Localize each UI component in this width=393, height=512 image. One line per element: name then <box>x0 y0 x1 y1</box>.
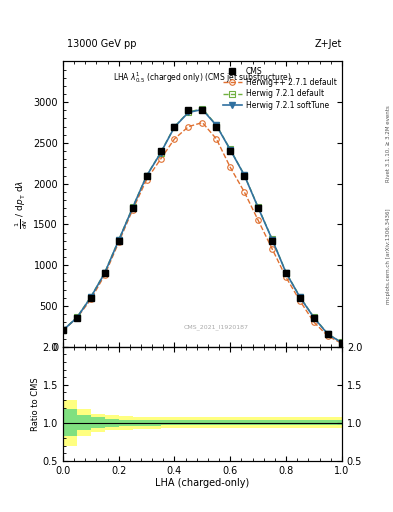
Herwig 7.2.1 default <box>102 269 107 275</box>
Herwig 7.2.1 softTune <box>284 270 288 276</box>
Herwig 7.2.1 default <box>284 269 288 275</box>
CMS <box>340 339 344 346</box>
Herwig 7.2.1 default <box>242 172 247 178</box>
Herwig++ 2.7.1 default <box>158 156 163 162</box>
Herwig 7.2.1 softTune <box>326 331 331 337</box>
CMS <box>130 205 135 211</box>
Herwig++ 2.7.1 default <box>312 319 316 325</box>
Herwig 7.2.1 default <box>144 173 149 179</box>
CMS <box>284 270 288 276</box>
CMS <box>172 123 177 130</box>
Text: CMS_2021_I1920187: CMS_2021_I1920187 <box>184 324 249 330</box>
Herwig 7.2.1 softTune <box>158 150 163 156</box>
Herwig++ 2.7.1 default <box>256 217 261 223</box>
Herwig 7.2.1 softTune <box>75 315 79 321</box>
Herwig++ 2.7.1 default <box>144 177 149 183</box>
Herwig 7.2.1 softTune <box>200 106 205 113</box>
Line: Herwig 7.2.1 default: Herwig 7.2.1 default <box>60 106 345 345</box>
Herwig++ 2.7.1 default <box>340 340 344 347</box>
Herwig++ 2.7.1 default <box>88 296 93 303</box>
Herwig 7.2.1 softTune <box>228 147 233 153</box>
Herwig++ 2.7.1 default <box>130 207 135 213</box>
Herwig 7.2.1 softTune <box>88 294 93 301</box>
CMS <box>158 148 163 154</box>
Herwig 7.2.1 default <box>298 294 303 300</box>
Herwig 7.2.1 softTune <box>116 237 121 243</box>
Herwig++ 2.7.1 default <box>200 119 205 125</box>
CMS <box>75 315 79 321</box>
Herwig++ 2.7.1 default <box>298 298 303 304</box>
Text: Z+Jet: Z+Jet <box>314 38 342 49</box>
CMS <box>270 238 275 244</box>
CMS <box>102 270 107 276</box>
Herwig 7.2.1 softTune <box>242 172 247 178</box>
Herwig 7.2.1 default <box>200 105 205 112</box>
Herwig 7.2.1 softTune <box>298 294 303 301</box>
Herwig 7.2.1 default <box>172 123 177 130</box>
Text: LHA $\lambda^{1}_{0.5}$ (charged only) (CMS jet substructure): LHA $\lambda^{1}_{0.5}$ (charged only) (… <box>113 70 292 85</box>
Herwig++ 2.7.1 default <box>116 239 121 245</box>
Herwig 7.2.1 default <box>88 294 93 300</box>
Line: Herwig 7.2.1 softTune: Herwig 7.2.1 softTune <box>60 106 345 346</box>
CMS <box>116 238 121 244</box>
CMS <box>200 108 205 114</box>
Herwig 7.2.1 default <box>312 314 316 321</box>
X-axis label: LHA (charged-only): LHA (charged-only) <box>155 478 250 488</box>
Herwig++ 2.7.1 default <box>284 274 288 281</box>
Herwig++ 2.7.1 default <box>186 123 191 130</box>
Herwig 7.2.1 default <box>326 331 331 337</box>
Herwig 7.2.1 default <box>228 146 233 153</box>
CMS <box>256 205 261 211</box>
Herwig 7.2.1 softTune <box>144 173 149 179</box>
Text: Rivet 3.1.10, ≥ 3.2M events: Rivet 3.1.10, ≥ 3.2M events <box>386 105 391 182</box>
Herwig 7.2.1 default <box>130 204 135 210</box>
Herwig++ 2.7.1 default <box>270 246 275 252</box>
CMS <box>61 327 65 333</box>
Text: mcplots.cern.ch [arXiv:1306.3436]: mcplots.cern.ch [arXiv:1306.3436] <box>386 208 391 304</box>
Herwig++ 2.7.1 default <box>228 164 233 170</box>
Herwig 7.2.1 softTune <box>214 122 219 129</box>
Herwig 7.2.1 softTune <box>186 109 191 115</box>
Line: Herwig++ 2.7.1 default: Herwig++ 2.7.1 default <box>60 120 345 346</box>
Herwig++ 2.7.1 default <box>172 136 177 142</box>
Text: 13000 GeV pp: 13000 GeV pp <box>67 38 136 49</box>
Herwig 7.2.1 default <box>158 150 163 156</box>
Herwig++ 2.7.1 default <box>214 136 219 142</box>
Herwig 7.2.1 softTune <box>130 205 135 211</box>
CMS <box>228 148 233 154</box>
Herwig 7.2.1 softTune <box>312 315 316 321</box>
Herwig 7.2.1 default <box>214 122 219 128</box>
Herwig 7.2.1 softTune <box>172 124 177 130</box>
Herwig 7.2.1 default <box>256 204 261 210</box>
CMS <box>144 173 149 179</box>
Y-axis label: $\frac{1}{\mathrm{d}N}\ /\ \mathrm{d}p_\mathrm{T}\ \mathrm{d}\lambda$: $\frac{1}{\mathrm{d}N}\ /\ \mathrm{d}p_\… <box>14 179 31 229</box>
Herwig 7.2.1 softTune <box>61 327 65 333</box>
Herwig 7.2.1 default <box>340 339 344 346</box>
Herwig++ 2.7.1 default <box>61 327 65 333</box>
CMS <box>326 331 331 337</box>
Y-axis label: Ratio to CMS: Ratio to CMS <box>31 377 40 431</box>
Herwig++ 2.7.1 default <box>326 333 331 339</box>
CMS <box>298 295 303 301</box>
Herwig 7.2.1 default <box>186 109 191 115</box>
CMS <box>214 123 219 130</box>
Herwig 7.2.1 softTune <box>102 270 107 276</box>
Herwig 7.2.1 default <box>61 327 65 333</box>
CMS <box>242 173 247 179</box>
Line: CMS: CMS <box>60 108 345 346</box>
CMS <box>88 295 93 301</box>
Herwig++ 2.7.1 default <box>242 189 247 195</box>
Herwig 7.2.1 softTune <box>256 205 261 211</box>
Herwig 7.2.1 default <box>116 237 121 243</box>
Herwig 7.2.1 default <box>270 236 275 242</box>
Herwig 7.2.1 default <box>75 314 79 321</box>
Herwig++ 2.7.1 default <box>102 272 107 278</box>
CMS <box>186 108 191 114</box>
Herwig++ 2.7.1 default <box>75 315 79 321</box>
Herwig 7.2.1 softTune <box>270 237 275 243</box>
Legend: CMS, Herwig++ 2.7.1 default, Herwig 7.2.1 default, Herwig 7.2.1 softTune: CMS, Herwig++ 2.7.1 default, Herwig 7.2.… <box>220 63 340 113</box>
Herwig 7.2.1 softTune <box>340 339 344 346</box>
CMS <box>312 315 316 321</box>
